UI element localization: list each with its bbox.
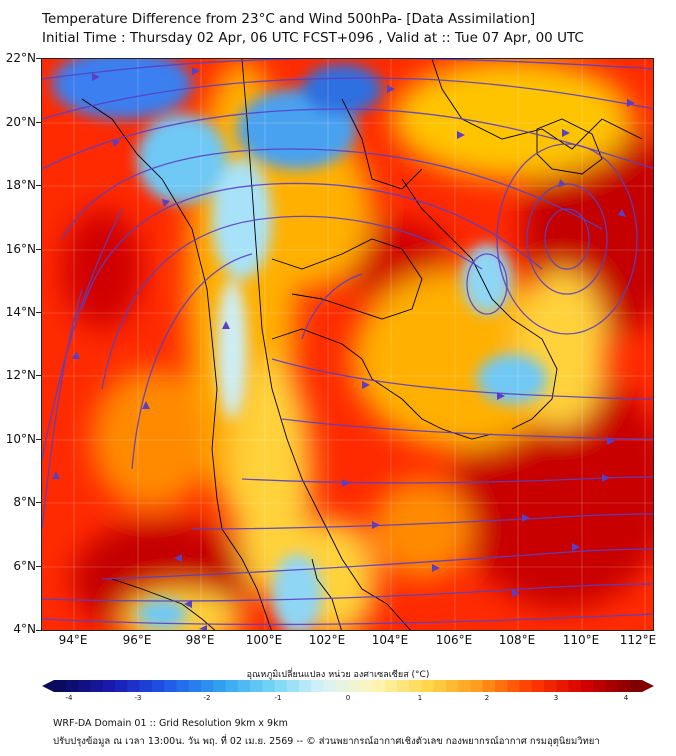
footer-update-info: ปรับปรุงข้อมูล ณ เวลา 13:00น. วัน พฤ. ที… bbox=[53, 736, 600, 747]
lat-label: 14°N bbox=[5, 305, 36, 319]
colorbar-cell bbox=[470, 680, 484, 692]
lat-tick bbox=[36, 58, 41, 59]
colorbar-cell bbox=[139, 680, 153, 692]
colorbar-cell bbox=[556, 680, 569, 692]
colorbar-cell bbox=[152, 680, 165, 692]
lat-tick bbox=[36, 375, 41, 376]
colorbar-cell bbox=[286, 680, 300, 692]
colorbar-cell bbox=[458, 680, 471, 692]
colorbar-cell bbox=[335, 680, 349, 692]
colorbar-cell bbox=[421, 680, 435, 692]
lat-tick bbox=[36, 630, 41, 631]
lat-label: 16°N bbox=[5, 242, 36, 256]
colorbar-cell bbox=[323, 680, 337, 692]
colorbar-cell bbox=[66, 680, 79, 692]
lon-label: 112°E bbox=[619, 633, 657, 647]
lon-label: 108°E bbox=[498, 633, 536, 647]
colorbar-cell bbox=[213, 680, 226, 692]
lat-tick bbox=[36, 439, 41, 440]
colorbar-cell bbox=[225, 680, 239, 692]
colorbar-tick-label: -3 bbox=[134, 694, 142, 702]
lat-tick bbox=[36, 566, 41, 567]
colorbar-cell bbox=[568, 680, 582, 692]
lat-tick bbox=[36, 122, 41, 123]
lat-label: 18°N bbox=[5, 178, 36, 192]
colorbar-cell bbox=[78, 680, 92, 692]
lat-label: 22°N bbox=[5, 51, 36, 65]
colorbar-tick-label: 3 bbox=[553, 694, 559, 702]
colorbar-cell bbox=[617, 680, 631, 692]
colorbar-tick-label: -4 bbox=[65, 694, 73, 702]
colorbar-tick-label: 0 bbox=[345, 694, 351, 702]
lon-label: 110°E bbox=[562, 633, 600, 647]
colorbar-cell bbox=[250, 680, 263, 692]
colorbar-cell bbox=[580, 680, 594, 692]
footer-model-info: WRF-DA Domain 01 :: Grid Resolution 9km … bbox=[53, 718, 288, 729]
lat-label: 10°N bbox=[5, 432, 36, 446]
lat-tick bbox=[36, 312, 41, 313]
colorbar-cell bbox=[54, 680, 67, 692]
wind-arrowheads bbox=[52, 67, 635, 630]
chart-title-line1: Temperature Difference from 23°C and Win… bbox=[42, 11, 536, 27]
colorbar-cell bbox=[127, 680, 141, 692]
chart-title-line2: Initial Time : Thursday 02 Apr, 06 UTC F… bbox=[42, 30, 584, 46]
colorbar-cell bbox=[409, 680, 422, 692]
colorbar-tick-label: -2 bbox=[203, 694, 211, 702]
lat-tick bbox=[36, 185, 41, 186]
colorbar-tick-label: -1 bbox=[274, 694, 282, 702]
colorbar-cell bbox=[593, 680, 606, 692]
colorbar-cell bbox=[446, 680, 459, 692]
colorbar-cell bbox=[311, 680, 324, 692]
colorbar-max-arrow bbox=[642, 680, 654, 692]
colorbar-cell bbox=[90, 680, 104, 692]
wind-streamlines bbox=[42, 59, 653, 626]
colorbar-cell bbox=[605, 680, 618, 692]
colorbar-cell bbox=[519, 680, 533, 692]
lat-label: 8°N bbox=[13, 495, 36, 509]
colorbar-cell bbox=[188, 680, 202, 692]
colorbar-min-arrow bbox=[42, 680, 54, 692]
colorbar-cell bbox=[360, 680, 373, 692]
colorbar-tick-label: 4 bbox=[623, 694, 629, 702]
colorbar-cell bbox=[176, 680, 190, 692]
colorbar-cell bbox=[237, 680, 251, 692]
colorbar-cell bbox=[495, 680, 508, 692]
colorbar-cell bbox=[482, 680, 496, 692]
lon-label: 106°E bbox=[435, 633, 473, 647]
colorbar-cell bbox=[433, 680, 447, 692]
colorbar-cell bbox=[384, 680, 398, 692]
colorbar-cell bbox=[164, 680, 177, 692]
colorbar-cell bbox=[103, 680, 116, 692]
colorbar-cell bbox=[348, 680, 361, 692]
lat-tick bbox=[36, 249, 41, 250]
lon-label: 100°E bbox=[245, 633, 283, 647]
lat-label: 6°N bbox=[13, 559, 36, 573]
colorbar-cell bbox=[629, 680, 643, 692]
colorbar-cell bbox=[544, 680, 557, 692]
lat-tick bbox=[36, 502, 41, 503]
colorbar-cell bbox=[201, 680, 214, 692]
colorbar-cell bbox=[397, 680, 410, 692]
lon-label: 96°E bbox=[122, 633, 152, 647]
colorbar-tick-label: 1 bbox=[417, 694, 423, 702]
colorbar-cell bbox=[262, 680, 275, 692]
colorbar bbox=[42, 680, 654, 692]
temperature-field bbox=[42, 59, 653, 630]
colorbar-cell bbox=[507, 680, 520, 692]
lat-label: 20°N bbox=[5, 115, 36, 129]
map-panel[interactable] bbox=[41, 58, 654, 631]
colorbar-cell bbox=[274, 680, 288, 692]
lon-label: 104°E bbox=[371, 633, 409, 647]
colorbar-cell bbox=[299, 680, 312, 692]
lon-label: 102°E bbox=[308, 633, 346, 647]
lon-label: 98°E bbox=[185, 633, 215, 647]
lat-label: 4°N bbox=[13, 622, 36, 636]
colorbar-title: อุณหภูมิเปลี่ยนแปลง หน่วย องศาเซลเซียส (… bbox=[246, 670, 430, 680]
colorbar-cell bbox=[115, 680, 128, 692]
lat-label: 12°N bbox=[5, 368, 36, 382]
lon-label: 94°E bbox=[58, 633, 88, 647]
colorbar-tick-label: 2 bbox=[484, 694, 490, 702]
colorbar-cell bbox=[372, 680, 386, 692]
colorbar-cell bbox=[531, 680, 545, 692]
